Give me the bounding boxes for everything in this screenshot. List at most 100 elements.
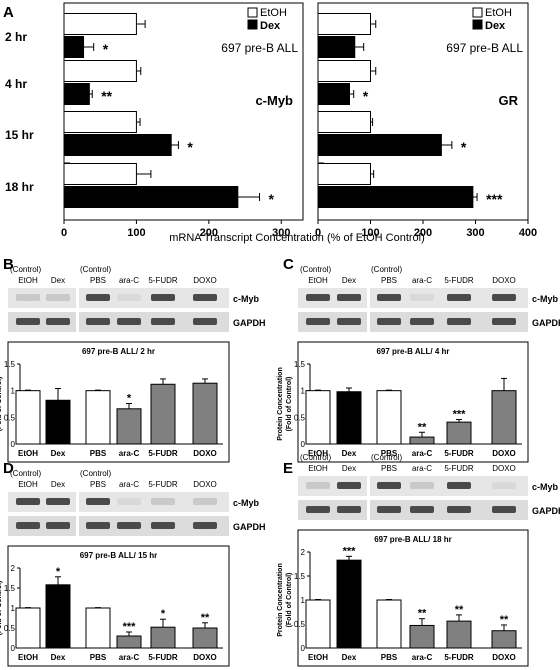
- blot-band: [306, 318, 330, 325]
- category-label: DOXO: [193, 653, 217, 662]
- bar-5-fudr: [150, 383, 176, 445]
- blot-band: [492, 482, 516, 489]
- x-tick-label: 300: [466, 227, 484, 239]
- bar-dex: [336, 559, 362, 649]
- bar-dex: [63, 134, 172, 156]
- category-label: DOXO: [492, 653, 516, 662]
- legend-swatch-etoh: [472, 7, 483, 18]
- bar-5-fudr: [446, 620, 472, 649]
- bar-etoh: [63, 60, 137, 82]
- control-label: (Control): [10, 265, 41, 274]
- panel-letter-b: B: [3, 256, 14, 273]
- blot-band: [410, 482, 434, 489]
- blot-band: [337, 318, 361, 325]
- blot-band: [377, 482, 401, 489]
- y-tick-label: 0.5: [4, 413, 16, 422]
- blot-band: [86, 318, 110, 325]
- significance-mark: ***: [486, 191, 503, 207]
- blot-band: [193, 294, 217, 301]
- lane-label: ara-C: [119, 480, 139, 489]
- lane-label: Dex: [342, 464, 356, 473]
- blot-band: [151, 498, 175, 505]
- category-label: Dex: [342, 449, 357, 458]
- bar-doxo: [491, 390, 517, 445]
- significance-mark: *: [461, 139, 467, 155]
- y-tick-label: 0: [11, 644, 16, 653]
- panel-a-xlabel: mRNA Transcript Concentration (% of EtOH…: [169, 232, 425, 244]
- significance-mark: *: [269, 191, 275, 207]
- bar-pbs: [85, 607, 111, 649]
- blot-band: [410, 506, 434, 513]
- protein-label: GAPDH: [532, 506, 560, 516]
- y-tick-label: 1: [301, 387, 306, 396]
- significance-mark: ***: [453, 408, 467, 420]
- legend-label-etoh: EtOH: [485, 7, 512, 19]
- category-label: EtOH: [18, 653, 38, 662]
- bar-5-fudr: [446, 421, 472, 445]
- bar-dex: [63, 36, 85, 58]
- bar-ara-c: [409, 436, 435, 445]
- panel-letter-e: E: [283, 460, 293, 477]
- lane-label: DOXO: [492, 464, 516, 473]
- y-tick-label: 0.5: [294, 620, 306, 629]
- lane-label: DOXO: [193, 480, 217, 489]
- protein-label: GAPDH: [532, 318, 560, 328]
- lane-label: ara-C: [412, 276, 432, 285]
- blot-band: [306, 294, 330, 301]
- bar-dex: [317, 83, 350, 105]
- chart-title: 697 pre-B ALL/ 4 hr: [376, 347, 449, 356]
- y-axis-label-line: (Fold of Control): [0, 377, 3, 432]
- panel-letter-a: A: [3, 4, 14, 21]
- y-tick-label: 1.5: [294, 572, 306, 581]
- legend-label-dex: Dex: [260, 20, 281, 32]
- blot-band: [46, 498, 70, 505]
- y-tick-label: 2: [301, 548, 306, 557]
- category-label: 5-FUDR: [148, 653, 178, 662]
- blot-band: [492, 506, 516, 513]
- blot-band: [46, 294, 70, 301]
- protein-label: c-Myb: [532, 482, 559, 492]
- significance-mark: **: [500, 614, 509, 626]
- x-tick-label: 300: [272, 227, 290, 239]
- blot-band: [377, 506, 401, 513]
- y-tick-label: 0.5: [4, 624, 16, 633]
- bar-dex: [45, 584, 71, 649]
- legend-label-etoh: EtOH: [260, 7, 287, 19]
- row-label-0: 2 hr: [5, 30, 27, 44]
- significance-mark: **: [418, 421, 427, 433]
- category-label: EtOH: [308, 653, 328, 662]
- bar-etoh: [305, 390, 331, 445]
- y-axis-label: Protein Concentration(Fold of Control): [277, 563, 293, 637]
- bar-ara-c: [116, 408, 142, 445]
- lane-label: 5-FUDR: [444, 276, 474, 285]
- row-label-3: 18 hr: [5, 180, 34, 194]
- bar-dex: [317, 134, 442, 156]
- blot-band: [46, 318, 70, 325]
- y-axis-label-line: Protein Concentration: [277, 563, 284, 637]
- bar-dex: [317, 36, 356, 58]
- y-tick-label: 2: [11, 564, 16, 573]
- bar-etoh: [305, 599, 331, 649]
- blot-band: [151, 294, 175, 301]
- bar-doxo: [491, 630, 517, 649]
- legend-label-dex: Dex: [485, 20, 506, 32]
- gene-label: c-Myb: [255, 93, 293, 108]
- blot-band: [492, 318, 516, 325]
- y-axis-label-line: (Fold of Control): [0, 581, 3, 636]
- bar-etoh: [63, 13, 137, 35]
- significance-mark: *: [103, 41, 109, 57]
- category-label: PBS: [381, 653, 398, 662]
- control-label: (Control): [371, 453, 402, 462]
- chart-title: 697 pre-B ALL/ 18 hr: [374, 535, 452, 544]
- lane-label: 5-FUDR: [148, 480, 178, 489]
- category-label: ara-C: [119, 653, 140, 662]
- category-label: ara-C: [412, 653, 433, 662]
- y-tick-label: 1.5: [294, 360, 306, 369]
- blot-band: [377, 318, 401, 325]
- y-tick-label: 0: [11, 440, 16, 449]
- significance-mark: *: [161, 608, 166, 620]
- x-tick-label: 100: [361, 227, 379, 239]
- y-axis-label-line: Protein Concentration: [277, 367, 284, 441]
- significance-mark: *: [56, 566, 61, 578]
- protein-label: c-Myb: [233, 498, 260, 508]
